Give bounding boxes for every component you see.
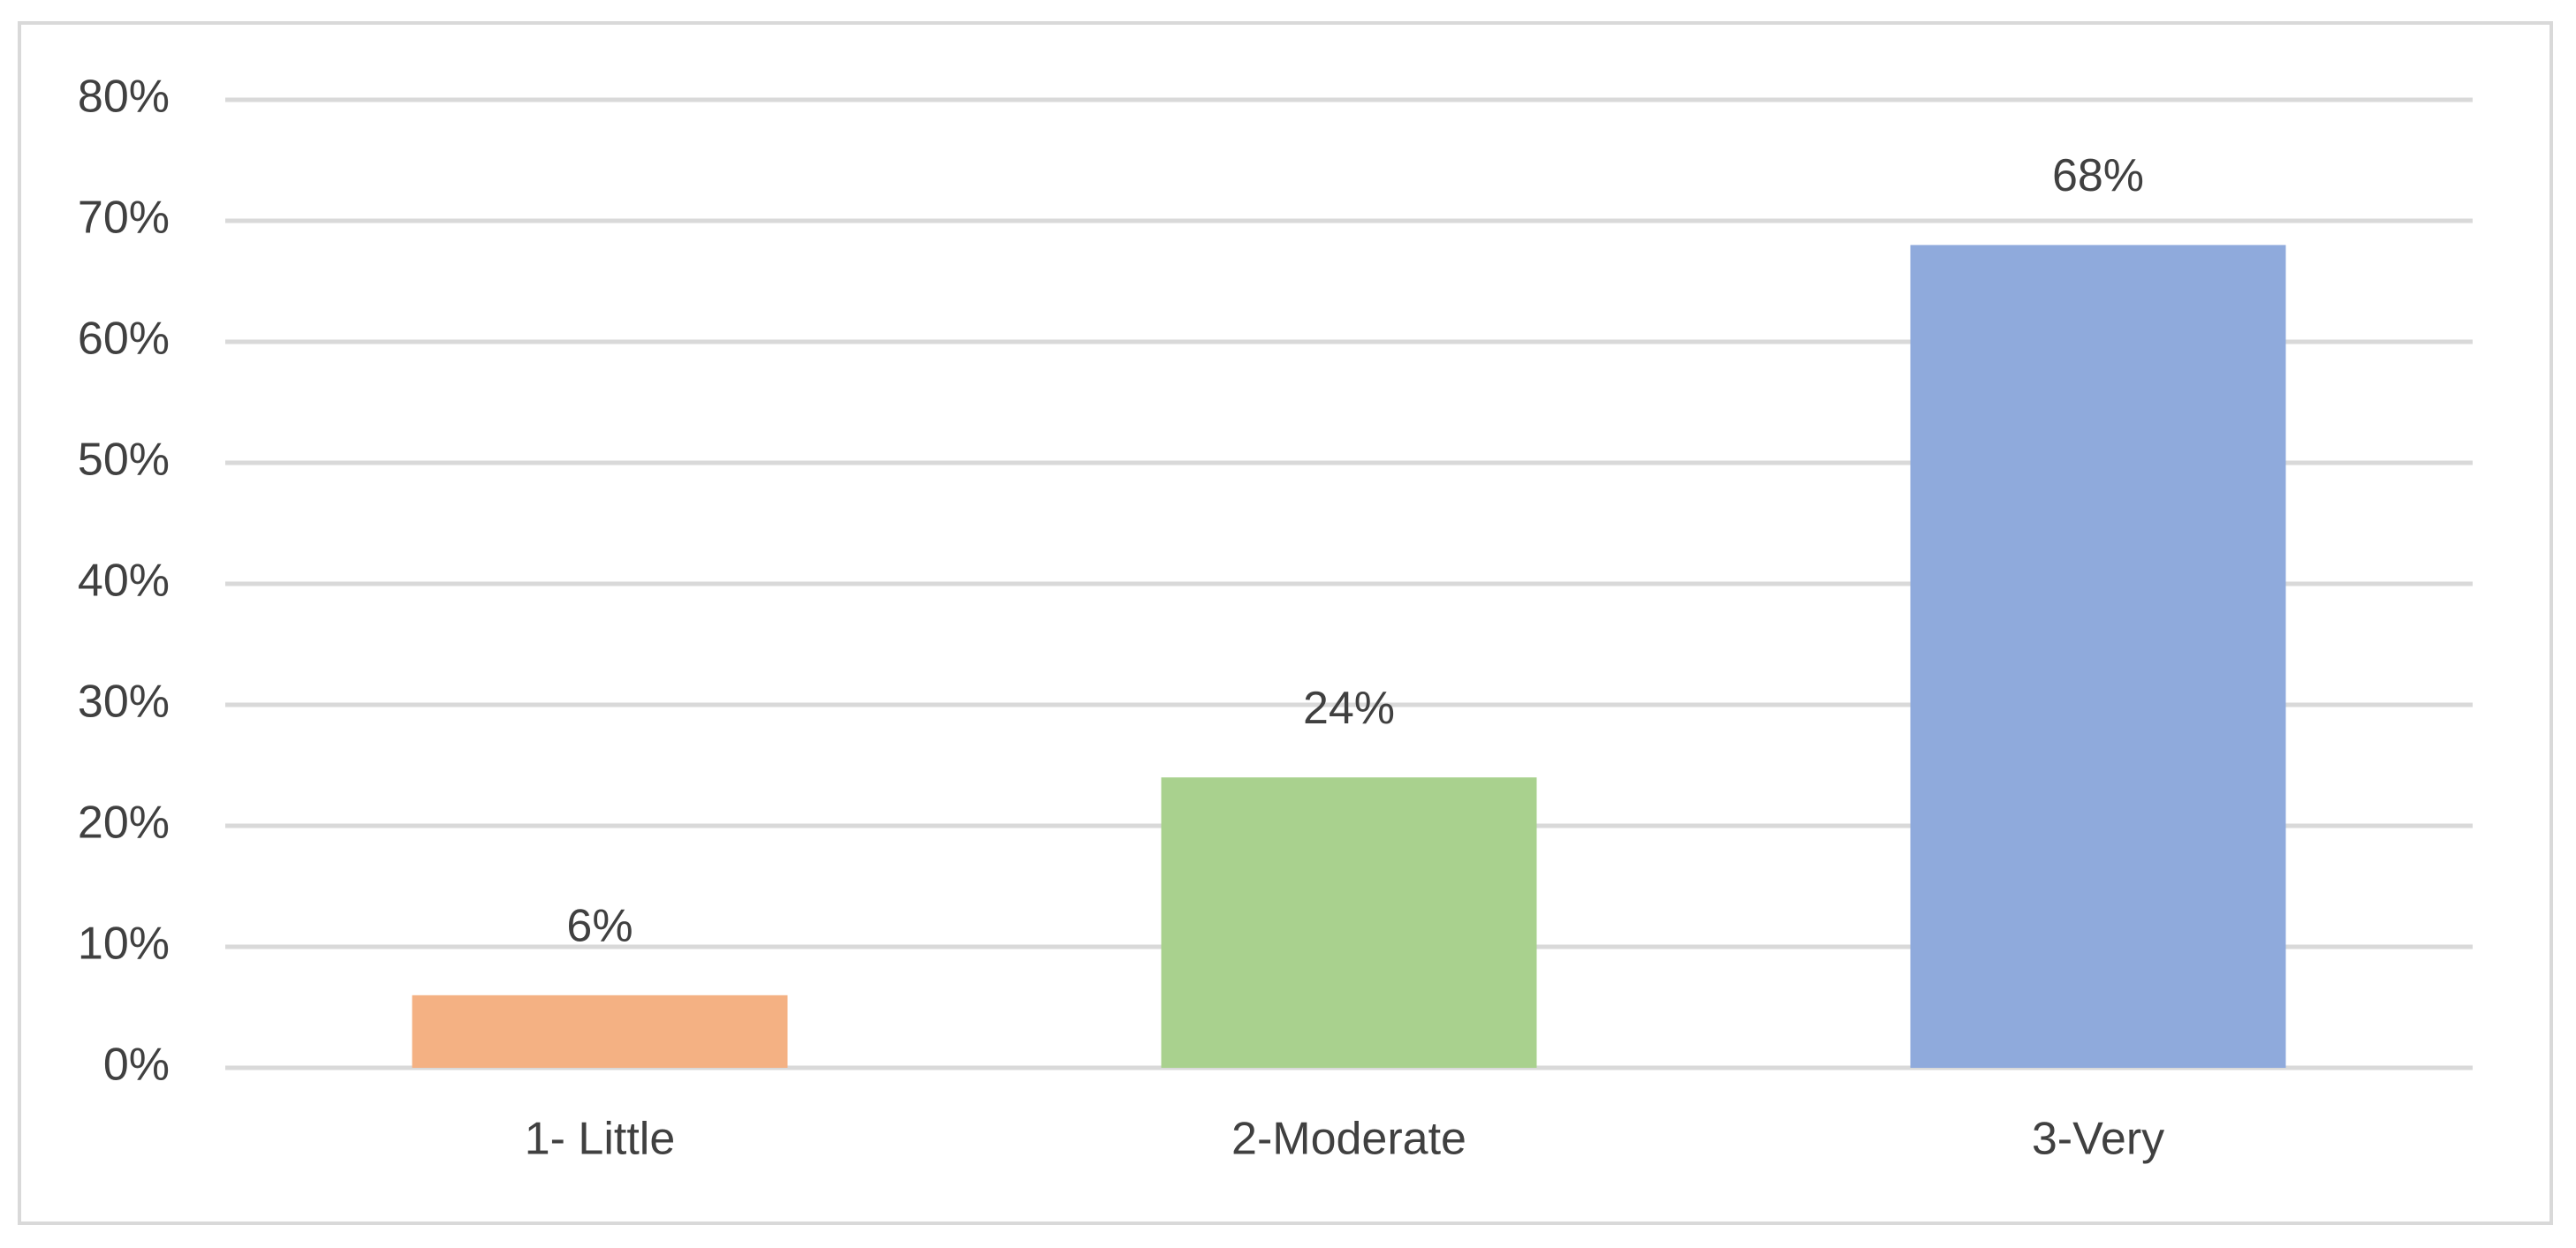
y-tick-label: 80% (78, 72, 170, 123)
y-tick-label: 70% (78, 193, 170, 244)
data-label: 6% (566, 901, 633, 952)
data-label: 24% (1303, 683, 1395, 734)
data-label: 68% (2052, 150, 2144, 201)
x-tick-label: 2-Moderate (1231, 1114, 1466, 1165)
x-tick-label: 3-Very (2032, 1114, 2164, 1165)
y-tick-label: 60% (78, 314, 170, 365)
bar (1161, 777, 1537, 1068)
y-tick-label: 10% (78, 919, 170, 970)
y-tick-label: 30% (78, 677, 170, 728)
y-tick-label: 40% (78, 556, 170, 607)
x-tick-label: 1- Little (525, 1114, 676, 1165)
bar (412, 995, 788, 1068)
y-tick-label: 20% (78, 798, 170, 849)
bar (1910, 245, 2286, 1068)
y-tick-label: 0% (103, 1040, 170, 1091)
y-tick-label: 50% (78, 435, 170, 486)
